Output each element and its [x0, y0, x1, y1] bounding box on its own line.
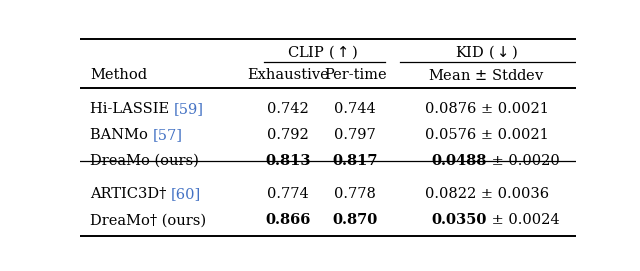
Text: 0.792: 0.792 [268, 128, 309, 142]
Text: Mean $\pm$ Stddev: Mean $\pm$ Stddev [428, 68, 545, 83]
Text: ± 0.0024: ± 0.0024 [486, 213, 559, 227]
Text: Exhaustive: Exhaustive [248, 68, 329, 82]
Text: 0.813: 0.813 [266, 154, 311, 168]
Text: 0.866: 0.866 [266, 213, 311, 227]
Text: Per-time: Per-time [324, 68, 387, 82]
Text: DreaMo (ours): DreaMo (ours) [90, 154, 199, 168]
Text: [60]: [60] [171, 187, 201, 201]
Text: 0.0576 ± 0.0021: 0.0576 ± 0.0021 [425, 128, 548, 142]
Text: [59]: [59] [173, 102, 204, 116]
Text: BANMo: BANMo [90, 128, 152, 142]
Text: 0.742: 0.742 [268, 102, 309, 116]
Text: ± 0.0020: ± 0.0020 [486, 154, 559, 168]
Text: 0.870: 0.870 [333, 213, 378, 227]
Text: Method: Method [90, 68, 147, 82]
Text: [57]: [57] [152, 128, 182, 142]
Text: 0.744: 0.744 [335, 102, 376, 116]
Text: 0.0822 ± 0.0036: 0.0822 ± 0.0036 [425, 187, 548, 201]
Text: 0.0876 ± 0.0021: 0.0876 ± 0.0021 [425, 102, 548, 116]
Text: 0.0350: 0.0350 [431, 213, 486, 227]
Text: ARTIC3D†: ARTIC3D† [90, 187, 171, 201]
Text: CLIP ($\uparrow$): CLIP ($\uparrow$) [287, 44, 359, 61]
Text: DreaMo† (ours): DreaMo† (ours) [90, 213, 206, 227]
Text: 0.774: 0.774 [268, 187, 309, 201]
Text: KID ($\downarrow$): KID ($\downarrow$) [455, 44, 518, 61]
Text: 0.0488: 0.0488 [431, 154, 486, 168]
Text: 0.817: 0.817 [333, 154, 378, 168]
Text: 0.797: 0.797 [335, 128, 376, 142]
Text: Hi-LASSIE: Hi-LASSIE [90, 102, 173, 116]
Text: 0.778: 0.778 [334, 187, 376, 201]
